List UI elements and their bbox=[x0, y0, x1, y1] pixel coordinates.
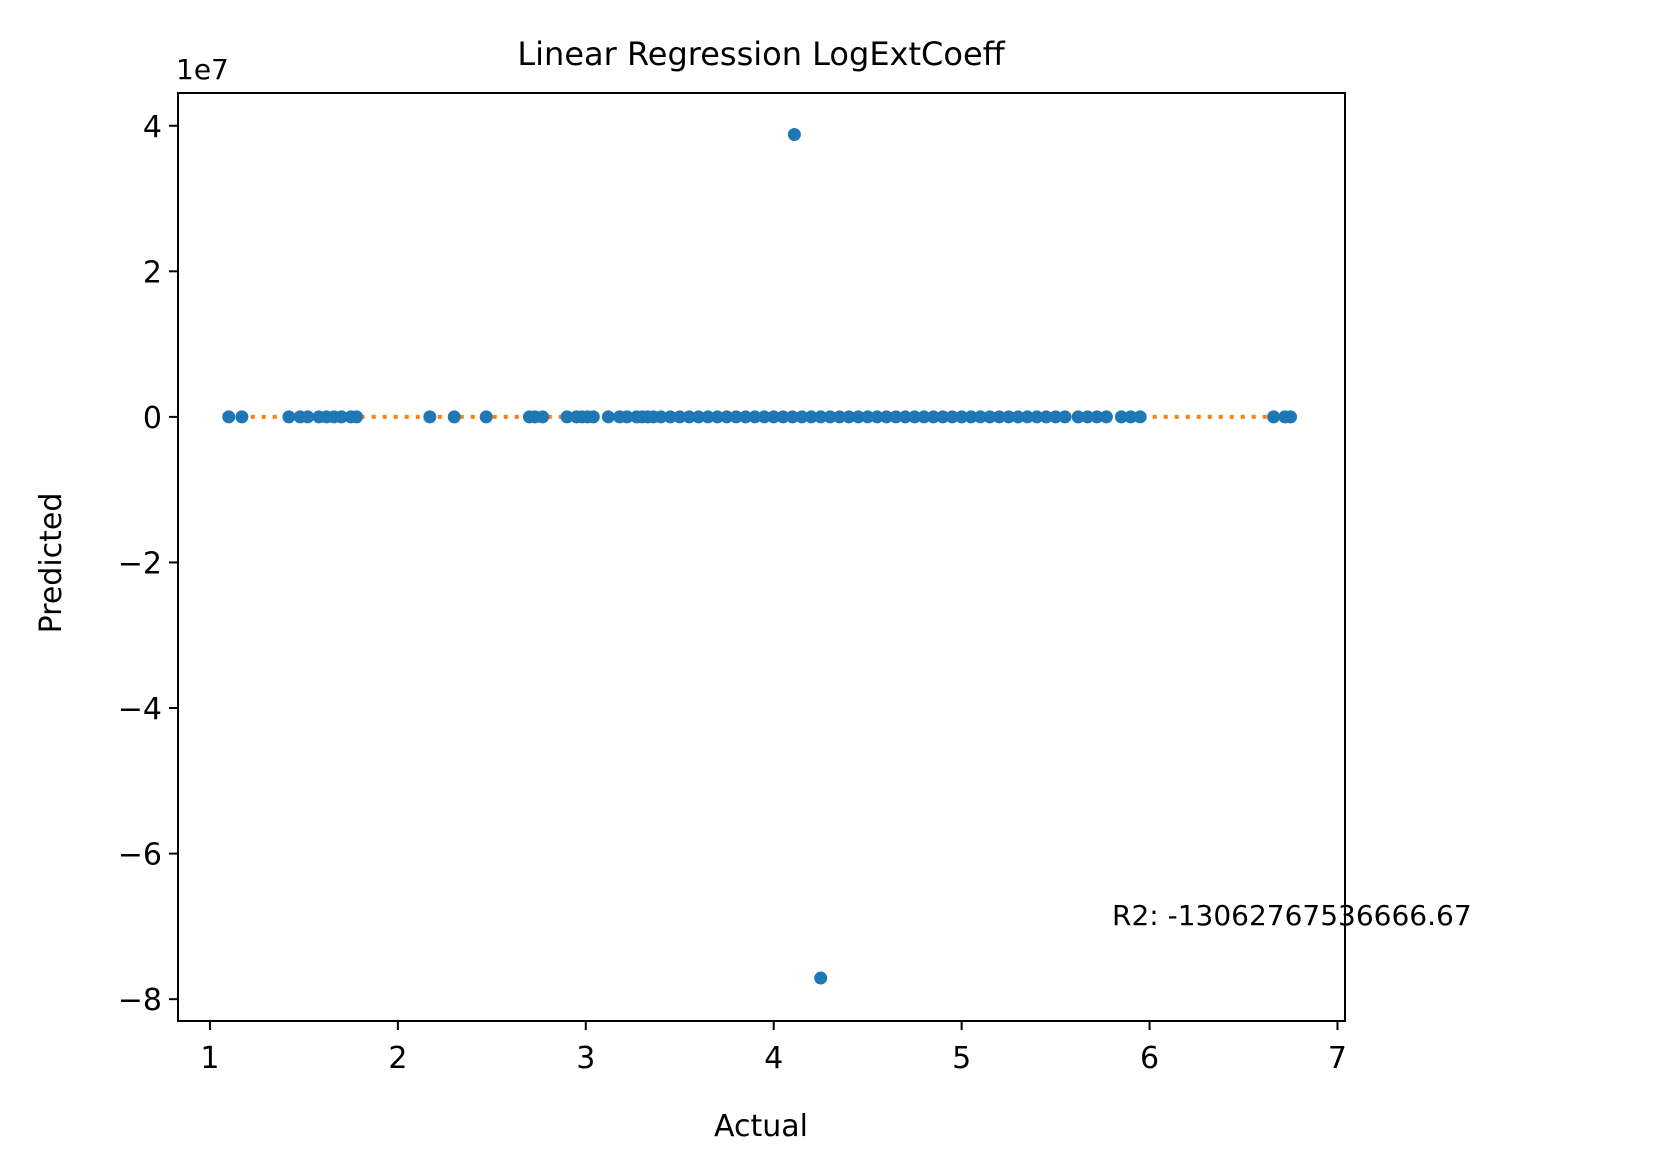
data-point bbox=[739, 410, 753, 424]
data-point bbox=[720, 410, 734, 424]
x-tick-label: 2 bbox=[388, 1041, 407, 1076]
data-point bbox=[1002, 410, 1016, 424]
plot-area-frame bbox=[177, 92, 1346, 1022]
y-offset-label: 1e7 bbox=[176, 53, 229, 86]
x-tick-label: 3 bbox=[576, 1041, 595, 1076]
y-tick-label: −8 bbox=[118, 983, 162, 1018]
data-point bbox=[1039, 410, 1053, 424]
data-point bbox=[560, 410, 574, 424]
data-point bbox=[879, 410, 893, 424]
y-tick-label: 4 bbox=[143, 110, 162, 145]
data-point bbox=[842, 410, 856, 424]
data-point bbox=[1058, 410, 1072, 424]
chart-title: Linear Regression LogExtCoeff bbox=[517, 35, 1005, 73]
data-point bbox=[601, 410, 615, 424]
data-point bbox=[1030, 410, 1044, 424]
data-point bbox=[654, 410, 668, 424]
data-point bbox=[955, 410, 969, 424]
x-axis-label: Actual bbox=[714, 1109, 808, 1144]
data-point bbox=[851, 410, 865, 424]
data-point bbox=[823, 410, 837, 424]
data-point bbox=[1011, 410, 1025, 424]
data-point bbox=[334, 410, 348, 424]
data-point bbox=[663, 410, 677, 424]
y-tick-label: −4 bbox=[118, 692, 162, 727]
data-point bbox=[814, 971, 828, 985]
data-point bbox=[301, 410, 315, 424]
x-tick-label: 6 bbox=[1140, 1041, 1159, 1076]
y-axis-ticks: −8 −6 −4 −2 0 2 4 bbox=[118, 110, 178, 1018]
data-point bbox=[1133, 410, 1147, 424]
x-tick-label: 4 bbox=[764, 1041, 783, 1076]
data-point bbox=[620, 410, 634, 424]
data-point bbox=[748, 410, 762, 424]
data-point bbox=[814, 410, 828, 424]
data-point bbox=[945, 410, 959, 424]
data-point bbox=[447, 410, 461, 424]
x-tick-label: 1 bbox=[200, 1041, 219, 1076]
data-point bbox=[861, 410, 875, 424]
data-point bbox=[701, 410, 715, 424]
data-point bbox=[1284, 410, 1298, 424]
points-group bbox=[222, 127, 1298, 985]
data-point bbox=[804, 410, 818, 424]
data-point bbox=[936, 410, 950, 424]
annotation-r2: R2: -13062767536666.67 bbox=[1112, 899, 1472, 932]
data-point bbox=[1071, 410, 1085, 424]
y-tick-label: 2 bbox=[143, 255, 162, 290]
x-axis-ticks: 1 2 3 4 5 6 7 bbox=[200, 1021, 1347, 1076]
data-point bbox=[586, 410, 600, 424]
data-point bbox=[1114, 410, 1128, 424]
data-point bbox=[973, 410, 987, 424]
data-point bbox=[757, 410, 771, 424]
data-point bbox=[787, 127, 801, 141]
data-point bbox=[222, 410, 236, 424]
y-axis-label: Predicted bbox=[34, 493, 69, 634]
data-point bbox=[992, 410, 1006, 424]
data-point bbox=[682, 410, 696, 424]
data-point bbox=[964, 410, 978, 424]
data-point bbox=[917, 410, 931, 424]
data-point bbox=[282, 410, 296, 424]
data-point bbox=[536, 410, 550, 424]
data-point bbox=[1020, 410, 1034, 424]
data-point bbox=[1049, 410, 1063, 424]
data-point bbox=[673, 410, 687, 424]
data-point bbox=[870, 410, 884, 424]
data-point bbox=[795, 410, 809, 424]
data-point bbox=[235, 410, 249, 424]
data-point bbox=[423, 410, 437, 424]
data-point bbox=[767, 410, 781, 424]
x-tick-label: 5 bbox=[952, 1041, 971, 1076]
data-point bbox=[710, 410, 724, 424]
data-point bbox=[1099, 410, 1113, 424]
data-point bbox=[926, 410, 940, 424]
data-point bbox=[889, 410, 903, 424]
data-point bbox=[786, 410, 800, 424]
data-point bbox=[832, 410, 846, 424]
y-tick-label: −2 bbox=[118, 546, 162, 581]
data-point bbox=[350, 410, 364, 424]
data-point bbox=[908, 410, 922, 424]
data-point bbox=[692, 410, 706, 424]
data-point bbox=[1081, 410, 1095, 424]
x-tick-label: 7 bbox=[1328, 1041, 1347, 1076]
y-tick-label: 0 bbox=[143, 401, 162, 436]
data-point bbox=[1124, 410, 1138, 424]
data-point bbox=[983, 410, 997, 424]
data-point bbox=[776, 410, 790, 424]
data-point bbox=[479, 410, 493, 424]
data-point bbox=[729, 410, 743, 424]
y-tick-label: −6 bbox=[118, 838, 162, 873]
data-point bbox=[1267, 410, 1281, 424]
data-point bbox=[898, 410, 912, 424]
data-point bbox=[1090, 410, 1104, 424]
